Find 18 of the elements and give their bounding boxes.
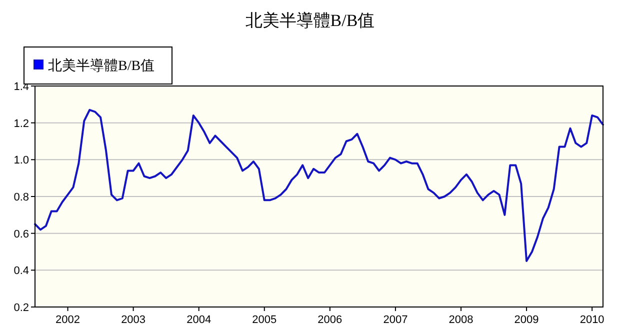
x-tick-label: 2003 — [121, 314, 146, 326]
chart-title: 北美半導體B/B值 — [245, 11, 375, 30]
x-tick-label: 2002 — [56, 314, 80, 326]
x-tick-label: 2007 — [383, 314, 408, 326]
y-tick-label: 0.2 — [14, 302, 29, 314]
line-series — [34, 108, 604, 262]
x-tick-label: 2010 — [580, 314, 604, 326]
y-tick-label: 0.6 — [14, 228, 29, 240]
y-tick-label: 1.0 — [14, 154, 29, 167]
x-tick-label: 2008 — [448, 314, 474, 326]
x-tick-label: 2006 — [318, 314, 342, 326]
x-tick-label: 2004 — [186, 314, 212, 326]
y-tick-label: 0.4 — [14, 265, 29, 278]
y-tick-label: 1.2 — [14, 118, 29, 130]
y-tick-label: 0.8 — [14, 192, 29, 204]
x-tick-label: 2005 — [252, 314, 277, 326]
x-tick-label: 2009 — [514, 314, 539, 326]
legend-label: 北美半導體B/B值 — [48, 58, 155, 74]
